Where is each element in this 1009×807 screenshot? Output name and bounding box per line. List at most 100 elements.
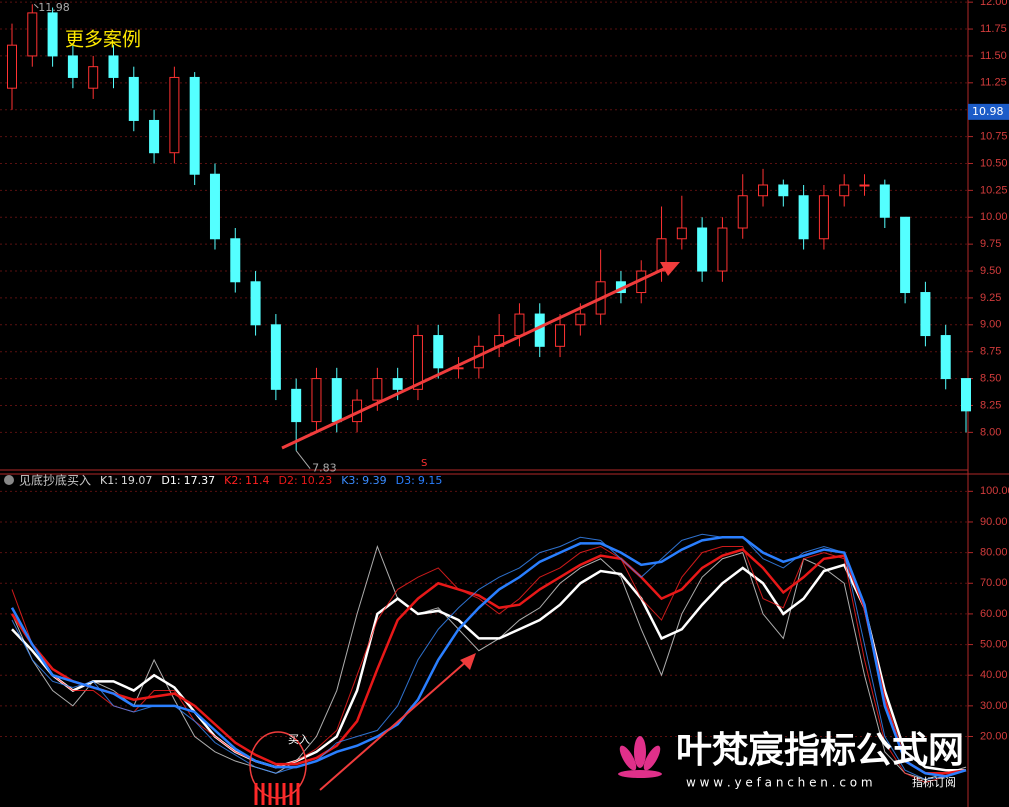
watermark-tag: 指标订阅 <box>912 775 956 789</box>
candle-body <box>250 281 261 326</box>
high-pointer <box>33 3 39 9</box>
indicator-icon <box>4 475 14 485</box>
candle-body <box>67 55 78 78</box>
trend-arrow <box>319 659 469 791</box>
candle-body <box>189 76 200 175</box>
legend-value: 17.37 <box>184 474 216 487</box>
candle-body <box>697 227 708 272</box>
y-tick-label: 30.00 <box>980 700 1008 712</box>
signal-bars <box>254 783 300 805</box>
candle-body <box>392 378 403 390</box>
candle-body <box>128 76 139 121</box>
y-tick-label: 90.00 <box>980 516 1008 528</box>
high-label: 11.98 <box>38 1 69 14</box>
candle-body <box>331 378 342 423</box>
y-tick-label: 11.75 <box>980 23 1007 35</box>
y-tick-label: 9.50 <box>980 265 1001 277</box>
y-tick-label: 8.00 <box>980 426 1001 438</box>
y-tick-label: 8.25 <box>980 399 1001 411</box>
y-tick-label: 11.25 <box>980 77 1007 89</box>
y-tick-label: 10.50 <box>980 157 1008 169</box>
y-tick-label: 12.00 <box>980 0 1008 8</box>
legend-name: K2: <box>224 474 242 487</box>
candle-body <box>209 173 220 240</box>
legend-name: D2: <box>279 474 298 487</box>
candle-body <box>676 227 687 240</box>
candle-body <box>514 313 525 337</box>
low-label: 7.83 <box>312 462 337 475</box>
indicator-line <box>11 545 967 784</box>
annotation: 更多案例 <box>65 29 141 51</box>
legend-value: 9.39 <box>362 474 387 487</box>
y-tick-label: 100.00 <box>980 485 1009 497</box>
legend-value: 9.15 <box>418 474 443 487</box>
arrow-head <box>660 262 680 276</box>
y-tick-label: 20.00 <box>980 730 1008 742</box>
candle-body <box>717 227 728 272</box>
candle-body <box>291 388 302 423</box>
last-price-box <box>968 103 1009 120</box>
y-tick-label: 8.75 <box>980 346 1001 358</box>
candle-body <box>940 335 951 380</box>
watermark-logo <box>618 736 662 778</box>
y-tick-label: 9.25 <box>980 292 1001 304</box>
legend-value: 19.07 <box>121 474 153 487</box>
y-tick-label: 9.75 <box>980 238 1001 250</box>
legend-name: K1: <box>100 474 118 487</box>
legend-value: 10.23 <box>301 474 333 487</box>
candle-body <box>879 184 890 218</box>
y-tick-label: 9.00 <box>980 319 1001 331</box>
candle-body <box>230 238 241 283</box>
indicator-title: 见底抄底买入 <box>19 473 91 488</box>
candle-body <box>575 313 586 326</box>
candle-body <box>270 324 281 390</box>
y-tick-label: 11.50 <box>980 50 1007 62</box>
candle-body <box>859 184 870 187</box>
legend-name: D3: <box>396 474 415 487</box>
indicator-line <box>10 548 967 775</box>
y-tick-label: 8.50 <box>980 372 1001 384</box>
arrow-head <box>460 653 476 670</box>
candle-body <box>311 378 322 423</box>
y-tick-label: 70.00 <box>980 577 1008 589</box>
y-tick-label: 10.75 <box>980 130 1008 142</box>
candle-body <box>27 12 38 57</box>
candle-body <box>920 292 931 337</box>
trend-arrow <box>281 264 671 450</box>
candle-body <box>798 195 809 240</box>
candle-body <box>149 119 160 154</box>
indicator-line <box>11 563 966 772</box>
buy-label: 买入 <box>288 733 310 746</box>
y-tick-label: 80.00 <box>980 547 1008 559</box>
candle-body <box>412 335 423 390</box>
candle-body <box>47 12 58 57</box>
watermark-url: w w w . y e f a n c h e n . c o m <box>686 776 873 790</box>
watermark-title: 叶梵宸指标公式网 <box>676 730 964 771</box>
candle-body <box>108 55 119 78</box>
y-tick-label: 10.00 <box>980 211 1008 223</box>
indicator-line <box>10 536 967 778</box>
y-tick-label: 10.25 <box>980 184 1008 196</box>
candle-body <box>433 335 444 369</box>
signal-marker: S <box>421 458 427 469</box>
candle-body <box>818 195 829 240</box>
candle-body <box>169 76 180 154</box>
y-tick-label: 40.00 <box>980 669 1008 681</box>
y-tick-label: 50.00 <box>980 638 1008 650</box>
legend-name: D1: <box>161 474 180 487</box>
candle-body <box>737 195 748 229</box>
last-price-label: 10.98 <box>972 105 1004 118</box>
candle-body <box>961 378 971 412</box>
low-pointer <box>295 450 311 469</box>
candle-body <box>555 324 566 347</box>
legend-value: 11.4 <box>245 474 270 487</box>
candle-body <box>900 216 911 294</box>
candle-body <box>758 184 769 197</box>
candle-body <box>839 184 850 197</box>
candle-body <box>372 378 383 401</box>
legend-name: K3: <box>341 474 359 487</box>
candle-body <box>7 44 17 89</box>
y-tick-label: 60.00 <box>980 608 1008 620</box>
candle-body <box>778 184 789 197</box>
